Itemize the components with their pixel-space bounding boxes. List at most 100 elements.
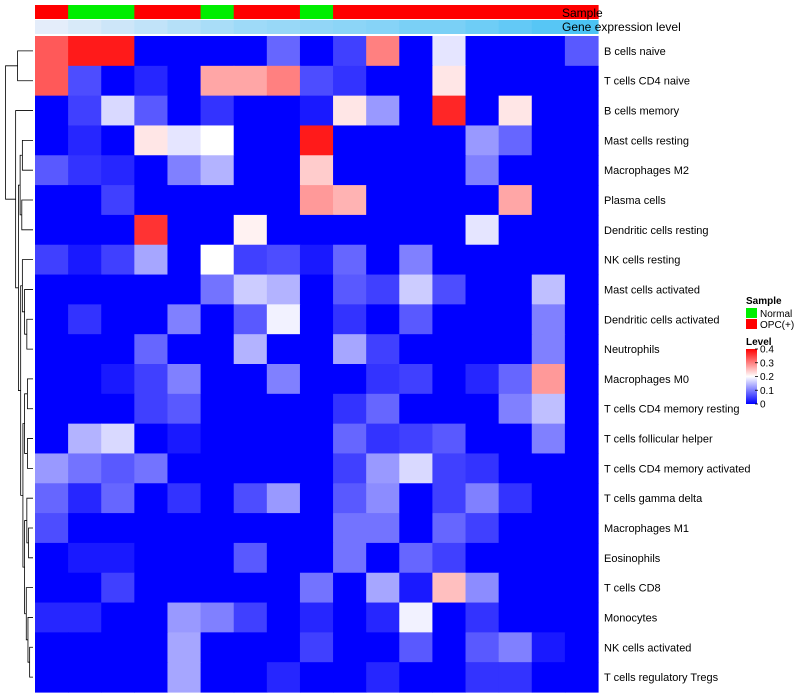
heatmap-cell — [498, 304, 533, 335]
heatmap-cell — [366, 513, 400, 544]
heatmap-cell — [465, 483, 500, 514]
dendrogram-branch — [25, 587, 33, 641]
heatmap-cell — [465, 602, 500, 633]
heatmap-cell — [465, 364, 500, 395]
heatmap-cell — [333, 214, 367, 246]
heatmap-cell — [366, 36, 400, 67]
heatmap-cell — [134, 483, 169, 514]
heatmap-cell — [564, 542, 599, 574]
heatmap-cell — [399, 274, 434, 305]
heatmap-cell — [68, 423, 102, 455]
heatmap-cell — [200, 483, 235, 514]
heatmap-cell — [465, 244, 500, 276]
heatmap-cell — [134, 364, 169, 395]
heatmap-cell — [399, 423, 434, 455]
heatmap-cell — [299, 364, 334, 395]
heatmap-cell — [531, 95, 566, 127]
row-label: B cells memory — [604, 106, 680, 118]
heatmap-cell — [167, 185, 202, 216]
heatmap-cell — [465, 572, 500, 604]
heatmap-cell — [531, 453, 566, 484]
dendrogram-branch — [26, 318, 33, 350]
heatmap-cell — [200, 155, 235, 186]
heatmap-cell — [101, 274, 135, 305]
heatmap-cell — [101, 364, 135, 395]
legend-label-opc: OPC(+) — [760, 320, 794, 331]
heatmap-cell — [465, 453, 500, 484]
annotation-sample-cell — [266, 5, 301, 19]
heatmap-cell — [134, 214, 169, 246]
annotation-expression-cell — [366, 20, 400, 34]
heatmap-cell — [101, 214, 135, 246]
dendrogram-branch — [24, 393, 28, 454]
heatmap-cell — [531, 304, 566, 335]
heatmap-cell — [465, 304, 500, 335]
annotation-expression-cell — [35, 20, 69, 34]
heatmap-cell — [432, 274, 467, 305]
heatmap-cell — [399, 364, 434, 395]
heatmap-cell — [68, 155, 102, 186]
heatmap-cell — [167, 513, 202, 544]
heatmap-cell — [134, 572, 169, 604]
heatmap-cell — [299, 423, 334, 455]
row-label: T cells CD8 — [604, 583, 661, 595]
heatmap-cell — [399, 304, 434, 335]
heatmap-cell — [233, 65, 268, 97]
row-labels: B cells naive T cells CD4 naive B cells me… — [604, 46, 751, 684]
annotation-sample-cell — [465, 5, 500, 19]
heatmap-cell — [564, 483, 599, 514]
annotation-expression-cell — [266, 20, 301, 34]
heatmap-cell — [233, 602, 268, 633]
heatmap-cell — [266, 214, 301, 246]
heatmap-cell — [531, 125, 566, 156]
heatmap-cell — [564, 453, 599, 484]
heatmap-cell — [498, 65, 533, 97]
heatmap-cell — [564, 185, 599, 216]
heatmap-cell — [68, 453, 102, 484]
heatmap-cell — [432, 393, 467, 425]
heatmap-cell — [134, 274, 169, 305]
heatmap-cell — [432, 513, 467, 544]
heatmap-cell — [299, 602, 334, 633]
heatmap-cell — [366, 244, 400, 276]
heatmap-cell — [134, 453, 169, 484]
heatmap-cell — [465, 542, 500, 574]
heatmap-cell — [333, 602, 367, 633]
heatmap-cell — [299, 572, 334, 604]
heatmap-cell — [200, 65, 235, 97]
heatmap-cell — [266, 572, 301, 604]
heatmap-cell — [432, 185, 467, 216]
heatmap-cell — [35, 364, 69, 395]
heatmap-cell — [399, 185, 434, 216]
dendrogram-branch — [29, 646, 33, 678]
heatmap-cell — [266, 453, 301, 484]
heatmap-cell — [35, 244, 69, 276]
heatmap-cell — [333, 304, 367, 335]
heatmap-cell — [333, 65, 367, 97]
heatmap-cell — [399, 334, 434, 365]
annotation-expression-cell — [167, 20, 202, 34]
heatmap-cell — [68, 393, 102, 425]
heatmap-cell — [498, 274, 533, 305]
heatmap-cell — [564, 423, 599, 455]
heatmap-cell — [200, 393, 235, 425]
heatmap-cells — [35, 36, 599, 693]
annotation-expression-cell — [498, 20, 533, 34]
heatmap-cell — [432, 542, 467, 574]
heatmap-cell — [233, 304, 268, 335]
heatmap-cell — [167, 393, 202, 425]
heatmap-cell — [366, 423, 400, 455]
heatmap-cell — [101, 304, 135, 335]
heatmap-cell — [167, 274, 202, 305]
heatmap-cell — [266, 334, 301, 365]
heatmap-cell — [233, 662, 268, 693]
heatmap-cell — [68, 334, 102, 365]
row-dendrogram — [5, 50, 33, 678]
heatmap-cell — [233, 36, 268, 67]
annotation-expression-cell — [333, 20, 367, 34]
heatmap-cell — [333, 244, 367, 276]
heatmap-cell — [134, 95, 169, 127]
heatmap-cell — [498, 155, 533, 186]
heatmap-cell — [366, 632, 400, 663]
